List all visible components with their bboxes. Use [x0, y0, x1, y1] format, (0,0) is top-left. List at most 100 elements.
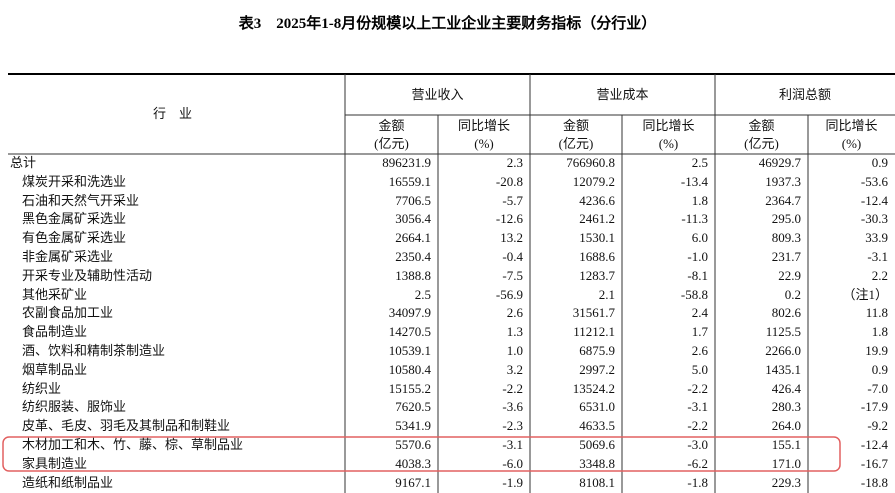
- cell-value: 1.0: [506, 343, 523, 358]
- cell-value: 2.5: [691, 155, 708, 170]
- cell-value: -12.4: [860, 437, 888, 452]
- cell-value: 12079.2: [572, 173, 615, 189]
- cell-value: 426.4: [771, 380, 801, 396]
- group-header: 营业成本: [596, 87, 649, 102]
- industry-name: 酒、饮料和精制茶制造业: [22, 343, 166, 358]
- cell-value: 295.0: [771, 211, 801, 227]
- cell-value: 2997.2: [579, 361, 615, 377]
- cell-value: 11.8: [865, 305, 888, 321]
- cell-value: -3.0: [687, 437, 708, 452]
- cell-value: 1435.1: [765, 361, 801, 377]
- cell-value: 896231.9: [382, 155, 431, 170]
- title: 表3 2025年1-8月份规模以上工业企业主要财务指标（分行业）: [238, 16, 657, 32]
- industry-name: 造纸和纸制品业: [22, 474, 114, 490]
- cell-value: 5069.6: [579, 437, 615, 452]
- cell-value: 1.8: [691, 192, 708, 208]
- cell-value: 6.0: [691, 230, 708, 246]
- group-header: 利润总额: [778, 87, 831, 102]
- industry-header: 行 业: [152, 106, 192, 121]
- cell-value: 2664.1: [395, 230, 431, 246]
- cell-value: 2266.0: [765, 343, 801, 358]
- cell-value: -2.3: [502, 418, 523, 434]
- cell-value: 31561.7: [572, 305, 615, 321]
- subheader-unit: (亿元): [744, 136, 779, 151]
- cell-value: -2.2: [687, 418, 708, 434]
- industry-name: 纺织业: [22, 380, 62, 396]
- cell-value: 10580.4: [388, 361, 431, 377]
- industry-name: 开采专业及辅助性活动: [22, 267, 153, 283]
- industry-name: 食品制造业: [22, 324, 88, 340]
- cell-value: 171.0: [771, 455, 801, 471]
- cell-value: 155.1: [771, 437, 801, 452]
- cell-value: 229.3: [771, 474, 801, 490]
- cell-value: 1530.1: [579, 230, 615, 246]
- cell-value: -30.3: [860, 211, 888, 227]
- cell-value: -12.4: [860, 192, 888, 208]
- industry-name: 总计: [10, 155, 37, 170]
- cell-value: -13.4: [680, 173, 708, 189]
- industry-name: 皮革、毛皮、羽毛及其制品和制鞋业: [22, 418, 231, 434]
- industry-name: 有色金属矿采选业: [22, 230, 127, 246]
- subheader-unit: (%): [658, 136, 679, 151]
- cell-value: 2.1: [598, 286, 615, 302]
- cell-value: 9167.1: [395, 474, 431, 490]
- subheader-unit: (亿元): [558, 136, 594, 151]
- subheader-unit: (%): [841, 136, 862, 151]
- cell-value: 802.6: [771, 305, 801, 321]
- cell-value: 0.9: [871, 361, 888, 377]
- cell-value: 11212.1: [573, 324, 615, 340]
- cell-value: 0.9: [871, 155, 888, 170]
- subheader-label: 金额: [562, 118, 589, 133]
- cell-value: 1.3: [506, 324, 523, 340]
- cell-value: 2.6: [506, 305, 523, 321]
- cell-value: 6875.9: [579, 343, 615, 358]
- cell-value: -7.0: [867, 380, 888, 396]
- cell-value: -16.7: [860, 455, 888, 471]
- cell-value: 0.2: [784, 286, 801, 302]
- cell-value: 46929.7: [758, 155, 801, 170]
- cell-value: 1125.5: [765, 324, 801, 340]
- cell-value: 2.6: [691, 343, 708, 358]
- cell-value: 5570.6: [395, 437, 431, 452]
- industry-name: 其他采矿业: [22, 286, 88, 302]
- cell-value: -1.9: [502, 474, 523, 490]
- subheader-unit: (%): [474, 136, 494, 151]
- cell-value: 2364.7: [765, 192, 801, 208]
- cell-value: -18.8: [860, 474, 888, 490]
- cell-value: 2350.4: [395, 249, 431, 264]
- cell-value: 34097.9: [388, 305, 431, 321]
- industry-name: 黑色金属矿采选业: [22, 211, 127, 227]
- cell-value: -9.2: [867, 418, 888, 434]
- cell-value: 16559.1: [388, 173, 431, 189]
- cell-value: 1.7: [691, 324, 708, 340]
- cell-value: 280.3: [771, 399, 801, 415]
- cell-value: 2.4: [691, 305, 708, 321]
- cell-value: 5.0: [691, 361, 708, 377]
- cell-value: -3.6: [502, 399, 523, 415]
- cell-value: 15155.2: [388, 380, 431, 396]
- cell-value: -11.3: [681, 211, 708, 227]
- industry-name: 烟草制品业: [22, 361, 88, 377]
- cell-value: 3348.8: [579, 455, 615, 471]
- cell-value: 231.7: [771, 249, 801, 264]
- cell-value: -0.4: [502, 249, 523, 264]
- subheader-label: 同比增长: [457, 118, 510, 133]
- industry-name: 木材加工和木、竹、藤、棕、草制品业: [22, 437, 244, 452]
- cell-value: 13524.2: [572, 380, 615, 396]
- cell-value: -8.1: [687, 267, 708, 283]
- cell-value: 1283.7: [579, 267, 615, 283]
- cell-value: -1.8: [687, 474, 708, 490]
- subheader-label: 金额: [378, 118, 405, 133]
- cell-value: -5.7: [502, 192, 523, 208]
- cell-value: -6.2: [687, 455, 708, 471]
- cell-value: 22.9: [778, 267, 801, 283]
- cell-value: 19.9: [865, 343, 888, 358]
- cell-value: -6.0: [502, 455, 523, 471]
- cell-value: -58.8: [680, 286, 708, 302]
- subheader-unit: (亿元): [374, 136, 409, 151]
- group-header: 营业收入: [411, 87, 464, 102]
- cell-value: 7620.5: [395, 399, 431, 415]
- industry-name: 纺织服装、服饰业: [22, 399, 127, 415]
- industry-name: 煤炭开采和洗选业: [22, 173, 127, 189]
